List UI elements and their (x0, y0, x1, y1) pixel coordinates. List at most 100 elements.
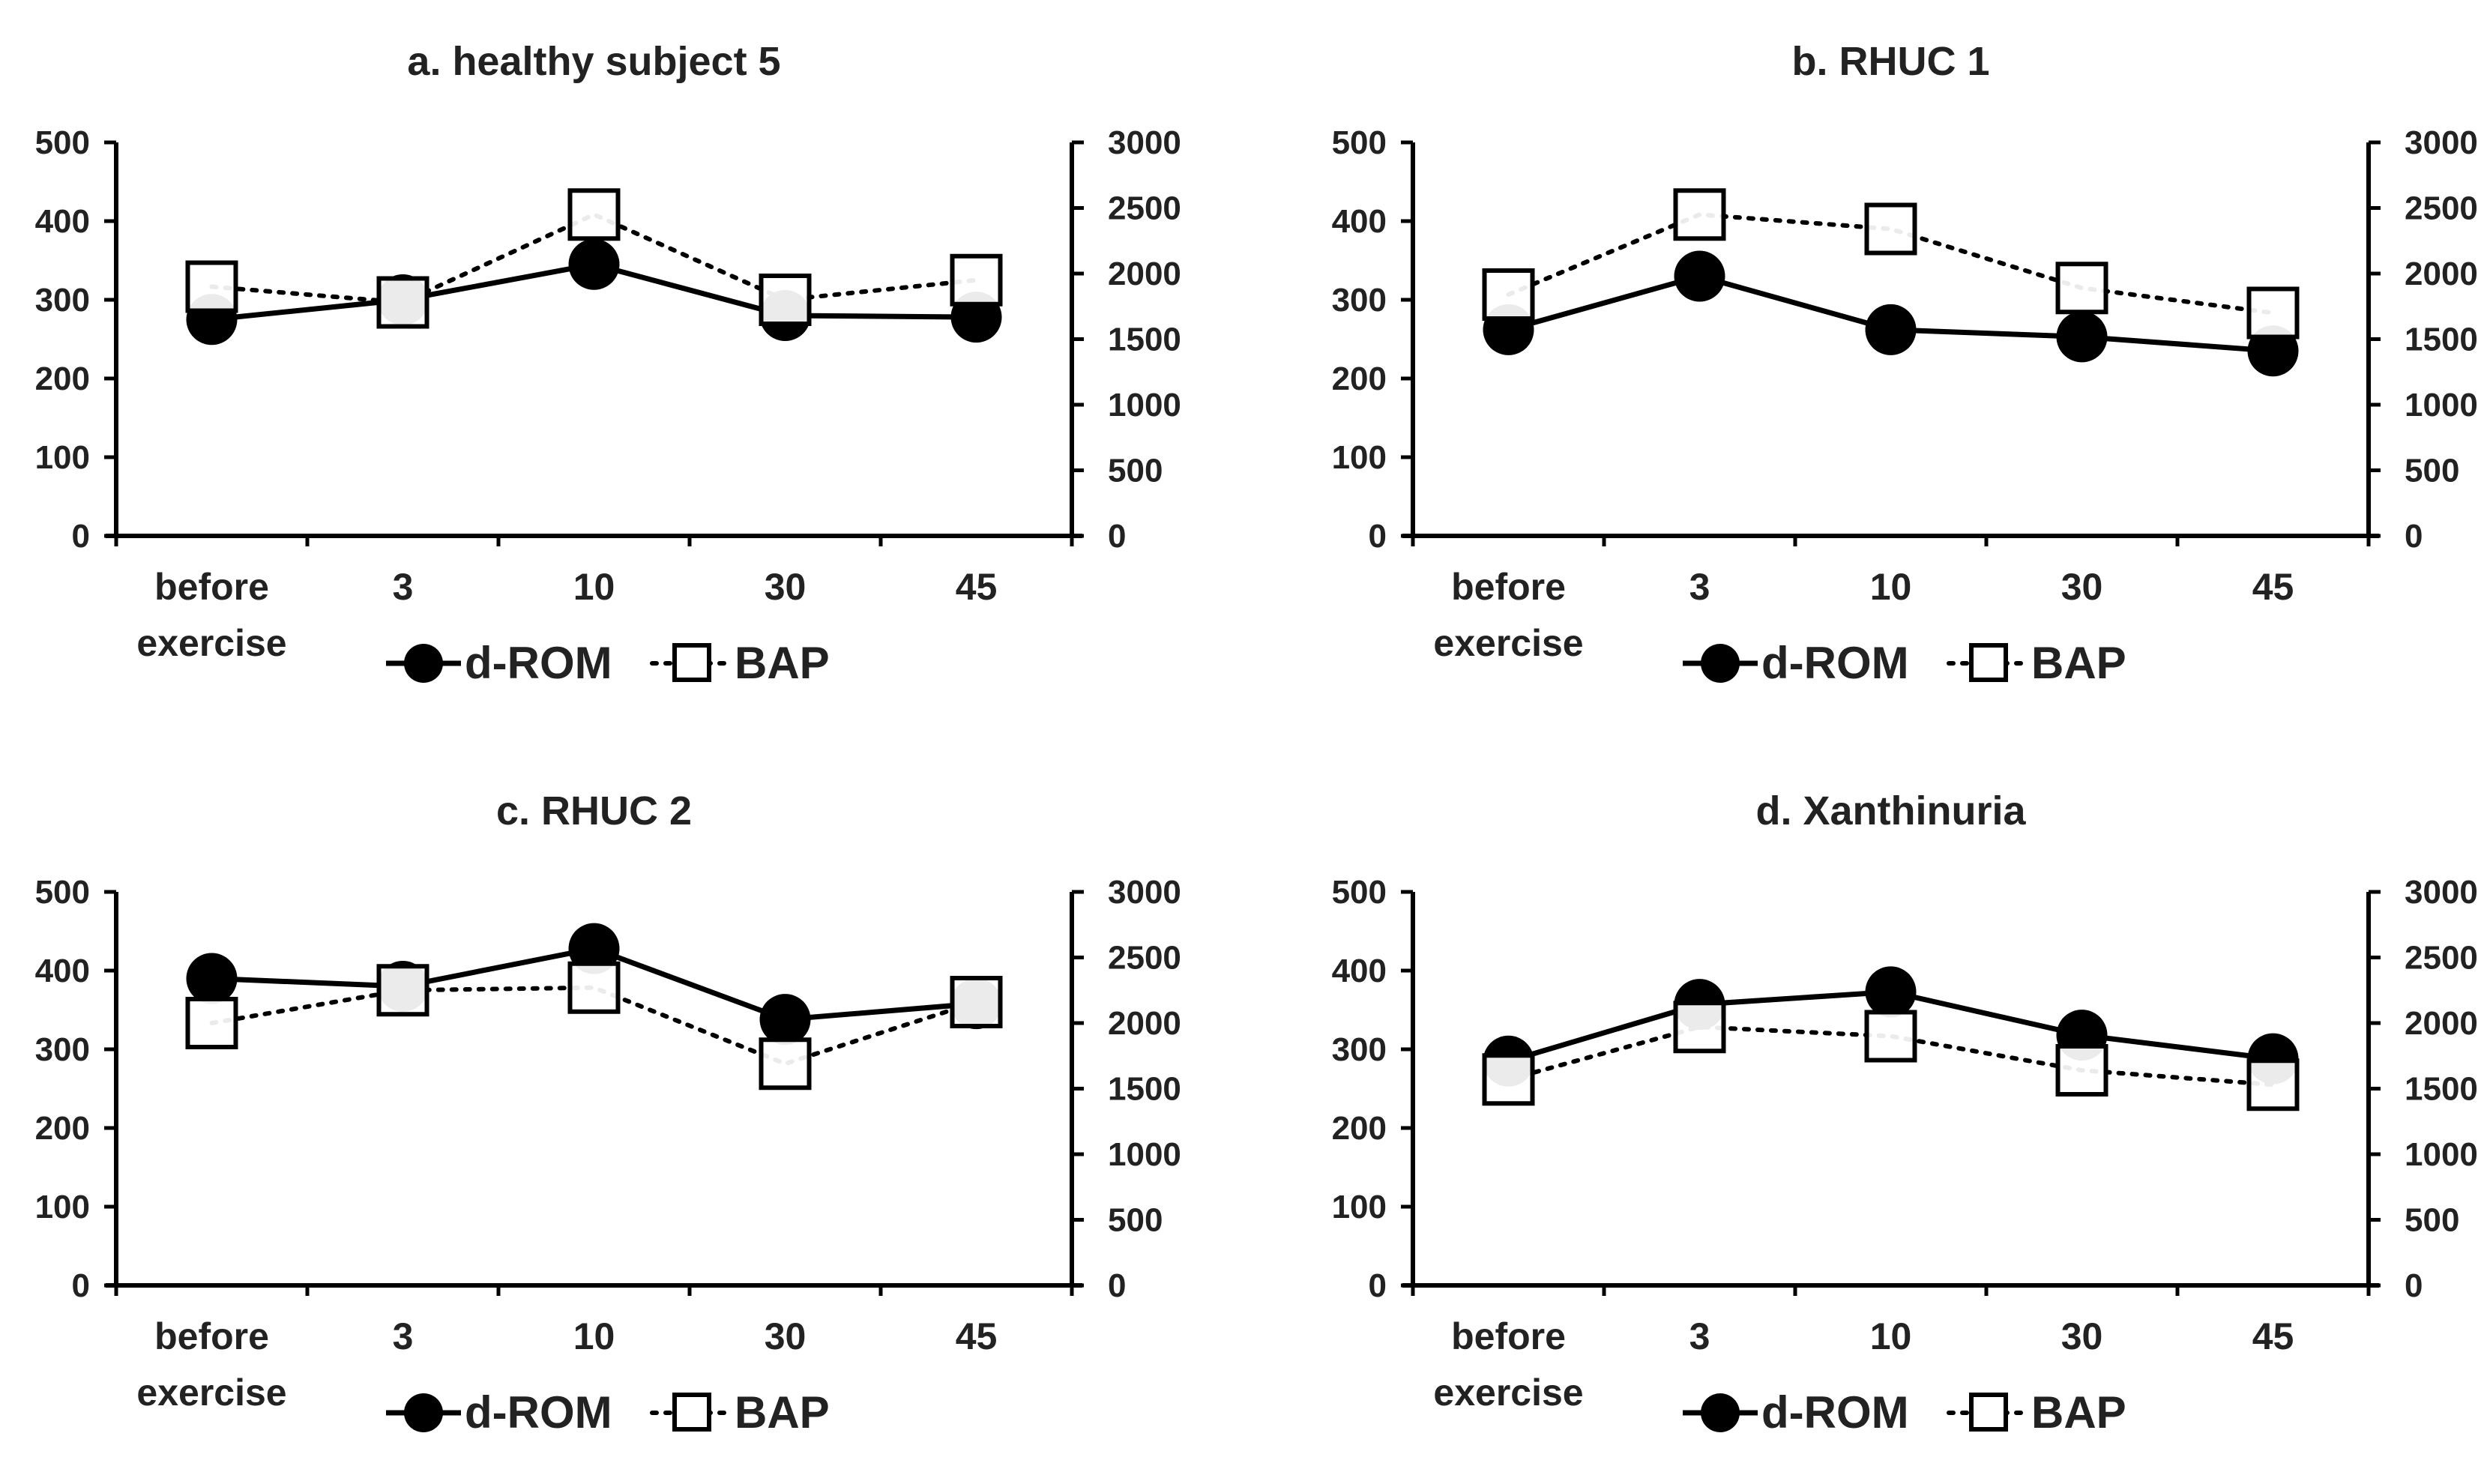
right-tick-label: 500 (2405, 453, 2459, 489)
x-category-label: 3 (1689, 566, 1710, 608)
right-tick-label: 2000 (2405, 1005, 2478, 1042)
x-category-label: 30 (765, 566, 807, 608)
right-tick-label: 2500 (1108, 940, 1181, 977)
right-tick-label: 2000 (1108, 256, 1181, 292)
x-category-label: 30 (2061, 566, 2103, 608)
legend-d-rom-marker (1701, 1393, 1740, 1432)
x-category-label: 3 (393, 566, 414, 608)
left-tick-label: 400 (1332, 953, 1387, 989)
left-tick-label: 100 (35, 439, 90, 476)
x-category-label: 3 (393, 1315, 414, 1357)
left-tick-label: 0 (72, 1267, 90, 1304)
x-category-label: 10 (573, 566, 615, 608)
x-category-label: 30 (765, 1315, 807, 1357)
legend-d-rom-label: d-ROM (465, 1387, 612, 1438)
bap-point (1864, 202, 1917, 256)
right-tick-label: 0 (1108, 1267, 1126, 1304)
left-tick-label: 400 (35, 953, 90, 989)
left-tick-label: 0 (1369, 1267, 1387, 1304)
bap-point (567, 961, 621, 1014)
right-tick-label: 1000 (2405, 1136, 2478, 1173)
bap-point (759, 274, 812, 326)
left-tick-label: 0 (1369, 518, 1387, 555)
left-tick-label: 300 (35, 282, 90, 319)
right-tick-label: 1000 (2405, 387, 2478, 423)
chart-d-svg: d. Xanthinuria 0 100 200 300 400 500 0 500 1000 15… (1332, 788, 2478, 1438)
right-tick-label: 2000 (1108, 1005, 1181, 1042)
d-rom-point (568, 923, 620, 974)
left-tick-label: 400 (35, 203, 90, 240)
left-tick-label: 300 (1332, 1031, 1387, 1068)
x-category-label: 30 (2061, 1315, 2103, 1357)
bap-point (759, 1037, 812, 1091)
left-tick-label: 500 (1332, 124, 1387, 161)
right-tick-label: 2500 (1108, 190, 1181, 227)
left-tick-label: 500 (35, 874, 90, 911)
left-tick-label: 200 (35, 1110, 90, 1147)
right-tick-label: 3000 (1108, 124, 1181, 161)
right-tick-label: 0 (2405, 518, 2423, 555)
legend-d-rom-marker (404, 644, 443, 683)
d-rom-point (186, 953, 238, 1004)
d-rom-point (1865, 966, 1917, 1018)
chart-panel-a: a. healthy subject 5 0 100 200 300 400 500 0 500… (0, 0, 1181, 735)
right-tick-label: 3000 (1108, 874, 1181, 911)
left-tick-label: 100 (1332, 439, 1387, 476)
right-tick-label: 3000 (2405, 874, 2478, 911)
left-tick-label: 200 (1332, 361, 1387, 397)
bap-point (2055, 1044, 2108, 1097)
chart-title: b. RHUC 1 (1791, 39, 1989, 84)
right-tick-label: 500 (1108, 453, 1163, 489)
left-tick-label: 300 (35, 1031, 90, 1068)
right-tick-label: 1500 (1108, 322, 1181, 358)
legend-bap-marker (672, 643, 711, 682)
right-tick-label: 1000 (1108, 387, 1181, 423)
legend-bap-marker (1969, 1393, 2008, 1432)
x-category-label: 10 (1870, 566, 1912, 608)
x-category-label: before exercise (136, 566, 286, 664)
bap-point (2246, 286, 2300, 340)
right-tick-label: 2000 (2405, 256, 2478, 292)
legend-bap-marker (672, 1393, 711, 1432)
bap-point (1864, 1010, 1917, 1063)
d-rom-point (1674, 250, 1725, 302)
left-tick-label: 0 (72, 518, 90, 555)
left-tick-label: 500 (1332, 874, 1387, 911)
legend-bap-marker (1969, 643, 2008, 682)
chart-title: a. healthy subject 5 (407, 39, 780, 84)
bap-point (376, 964, 429, 1017)
right-tick-label: 2500 (2405, 190, 2478, 227)
x-category-label: 45 (956, 566, 998, 608)
bap-point (1482, 1053, 1535, 1106)
d-rom-point (2056, 311, 2108, 363)
x-category-label: 45 (956, 1315, 998, 1357)
bap-point (950, 253, 1003, 307)
x-category-label: before exercise (136, 1315, 286, 1414)
chart-panel-b: b. RHUC 1 0 100 200 300 400 500 0 500 1000 1500 200… (1297, 0, 2478, 735)
chart-c-svg: c. RHUC 2 0 100 200 300 400 500 0 500 1000 1500 200… (35, 788, 1181, 1438)
legend-d-rom-label: d-ROM (465, 638, 612, 688)
bap-point (1482, 268, 1535, 321)
x-category-label: 45 (2252, 566, 2294, 608)
right-tick-label: 1500 (2405, 1071, 2478, 1108)
chart-b-svg: b. RHUC 1 0 100 200 300 400 500 0 500 1000 1500 200… (1332, 39, 2478, 688)
left-tick-label: 100 (1332, 1189, 1387, 1225)
legend-bap-label: BAP (2031, 1387, 2126, 1438)
x-category-label: 10 (1870, 1315, 1912, 1357)
x-category-label: before exercise (1433, 1315, 1583, 1414)
bap-point (185, 260, 238, 313)
bap-series-line (209, 211, 979, 305)
right-tick-label: 1500 (1108, 1071, 1181, 1108)
left-tick-label: 300 (1332, 282, 1387, 319)
left-tick-label: 400 (1332, 203, 1387, 240)
x-category-label: 45 (2252, 1315, 2294, 1357)
legend-d-rom-label: d-ROM (1761, 638, 1909, 688)
right-tick-label: 500 (2405, 1202, 2459, 1239)
bap-point (2246, 1058, 2300, 1112)
right-tick-label: 500 (1108, 1202, 1163, 1239)
right-tick-label: 1000 (1108, 1136, 1181, 1173)
legend-bap-label: BAP (735, 638, 830, 688)
left-tick-label: 200 (1332, 1110, 1387, 1147)
legend-bap-label: BAP (735, 1387, 830, 1438)
d-rom-point (568, 238, 620, 290)
